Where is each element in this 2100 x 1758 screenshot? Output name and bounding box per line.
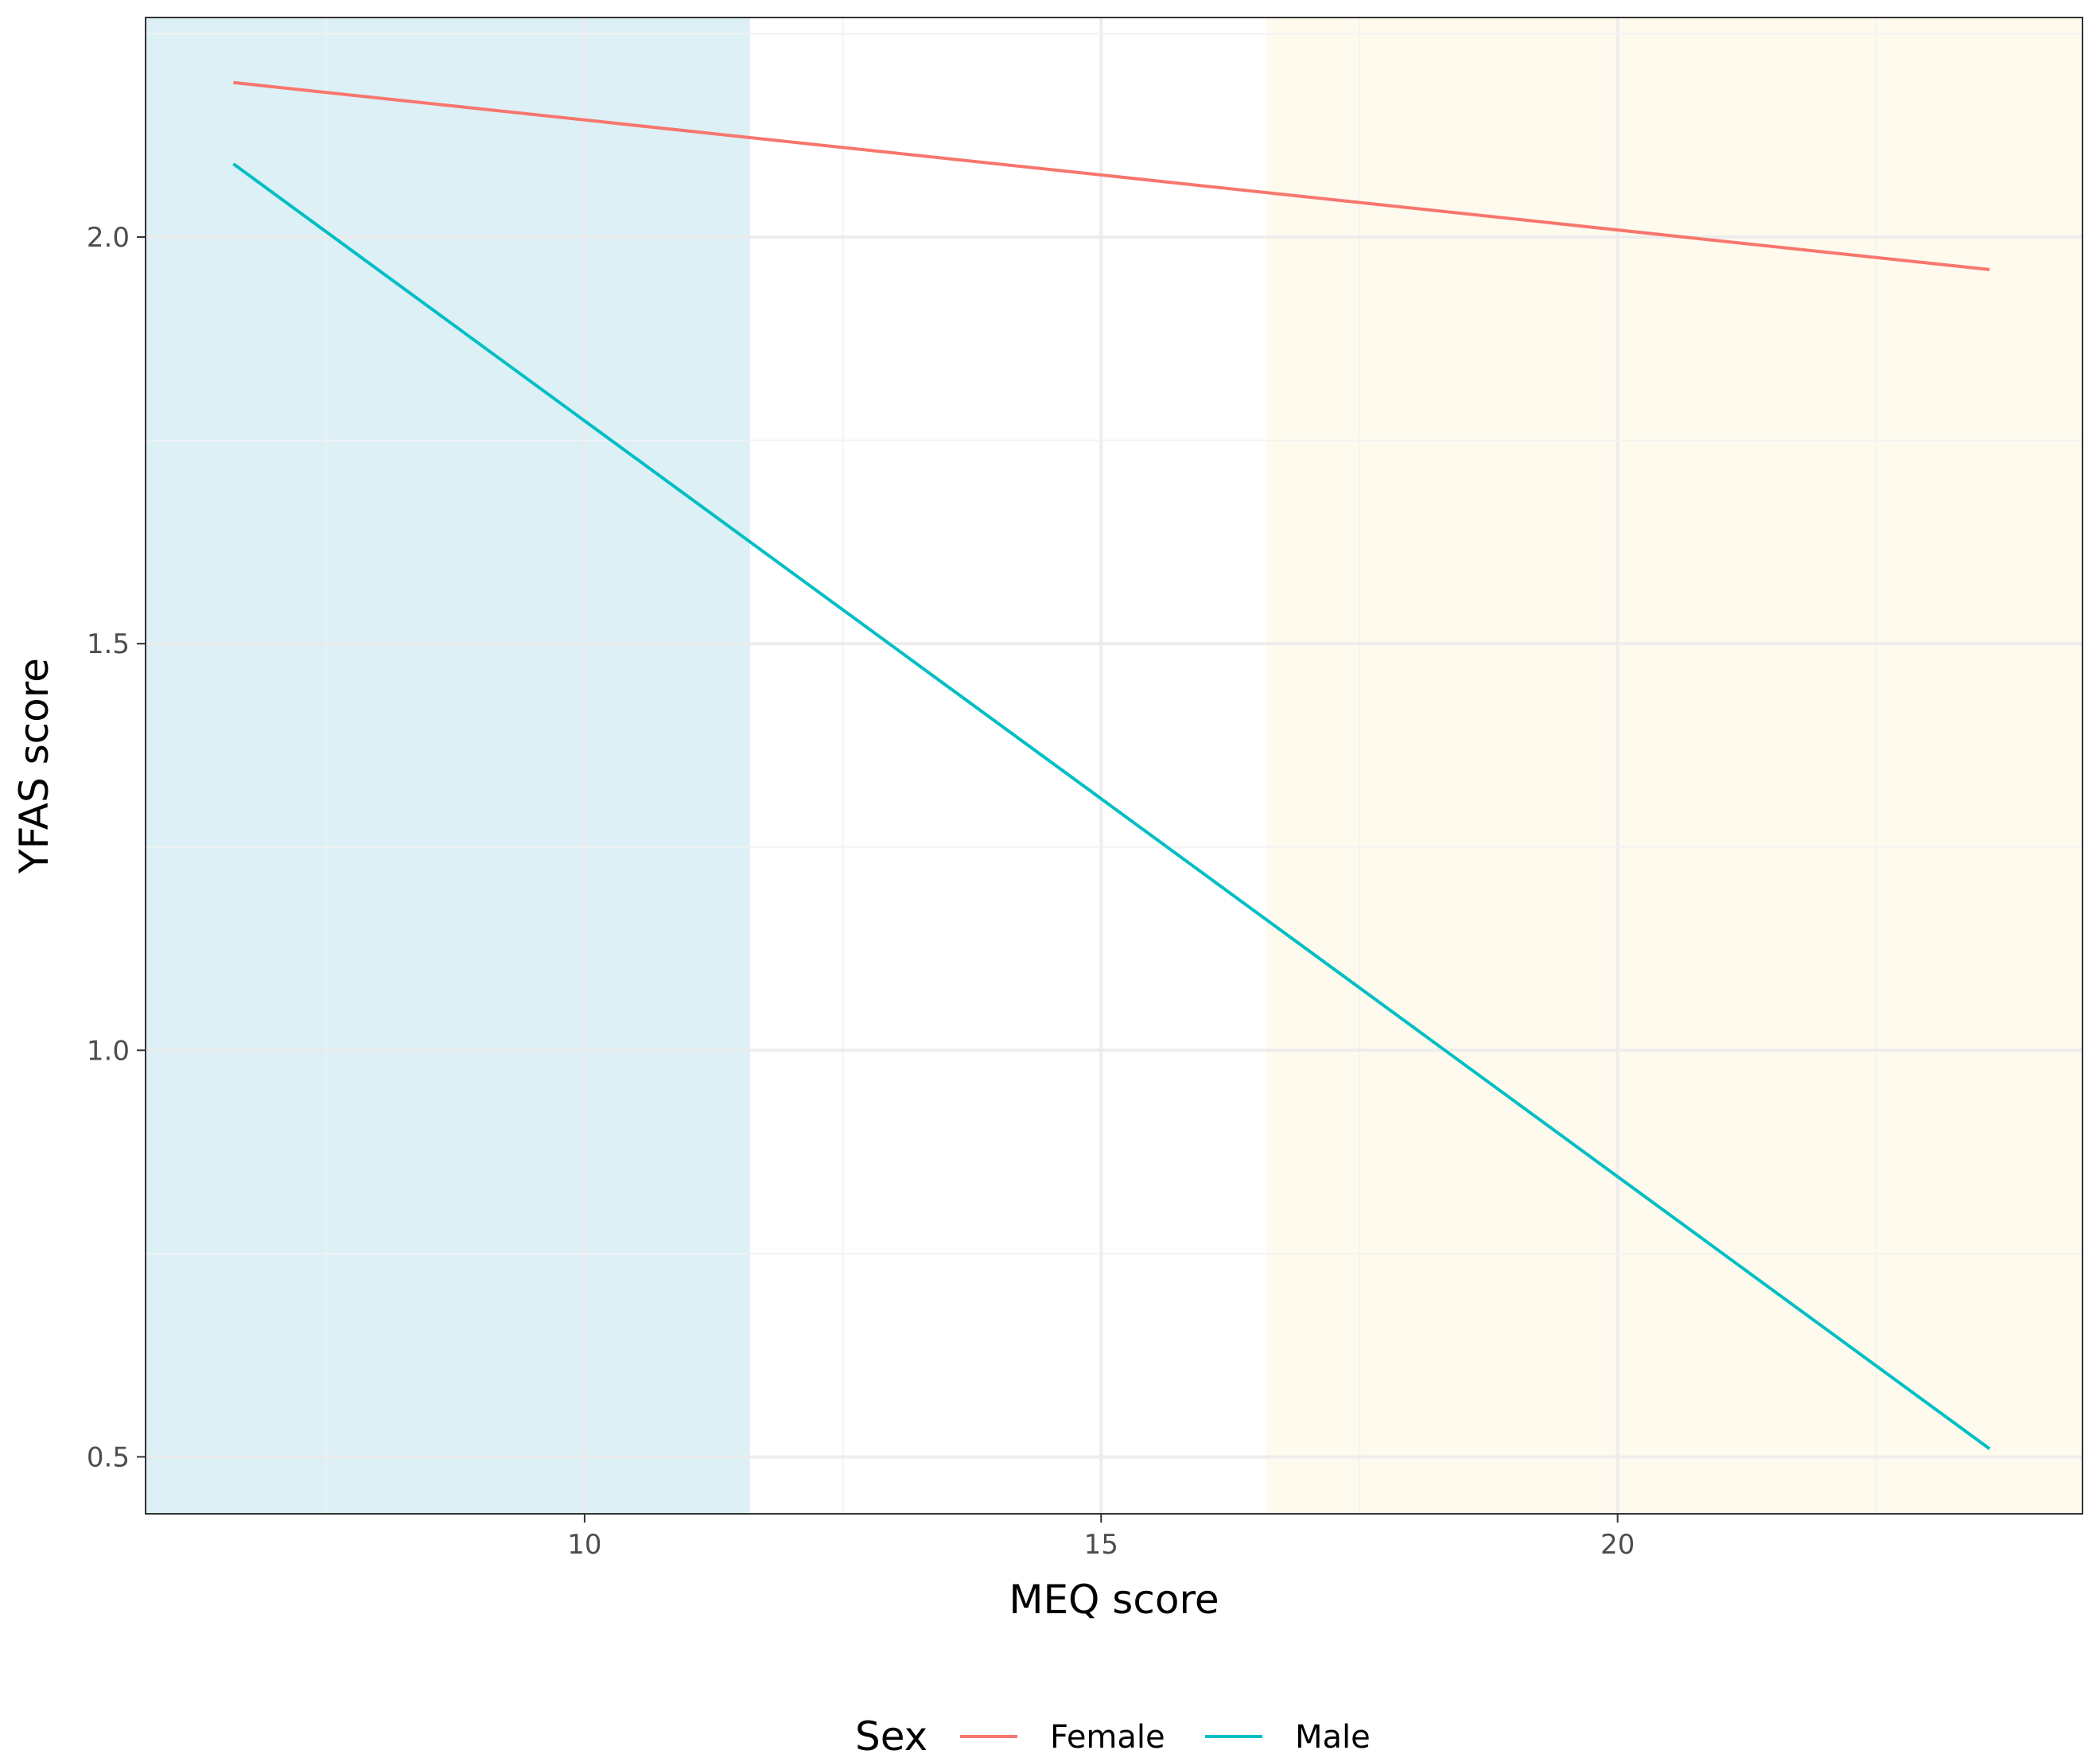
series-line-female xyxy=(233,80,1990,271)
y-tick-label: 1.0 xyxy=(87,1035,130,1067)
shaded-region-2 xyxy=(1266,18,2082,1514)
y-tick-label: 2.0 xyxy=(87,222,130,254)
x-tick-label: 20 xyxy=(1600,1529,1635,1561)
grid xyxy=(146,18,2082,1514)
y-axis-title: YFAS score xyxy=(11,658,57,874)
legend-title: Sex xyxy=(855,1713,928,1758)
series-lines xyxy=(232,80,1991,1450)
axes: 10 15 20 0.5 1.0 1.5 2.0 xyxy=(87,222,1635,1561)
x-tick-label: 10 xyxy=(567,1529,601,1561)
x-axis-title: MEQ score xyxy=(1009,1577,1219,1623)
shaded-region-1 xyxy=(146,18,750,1514)
legend-label-male: Male xyxy=(1295,1719,1371,1756)
y-tick-label: 0.5 xyxy=(87,1441,130,1473)
legend-label-female: Female xyxy=(1050,1719,1165,1756)
y-tick-label: 1.5 xyxy=(87,628,130,660)
shaded-regions xyxy=(146,18,2082,1514)
x-tick-label: 15 xyxy=(1084,1529,1118,1561)
legend: Sex Female Male xyxy=(855,1713,1371,1758)
panel-border xyxy=(145,17,2083,1515)
series-line-male xyxy=(232,162,1991,1450)
